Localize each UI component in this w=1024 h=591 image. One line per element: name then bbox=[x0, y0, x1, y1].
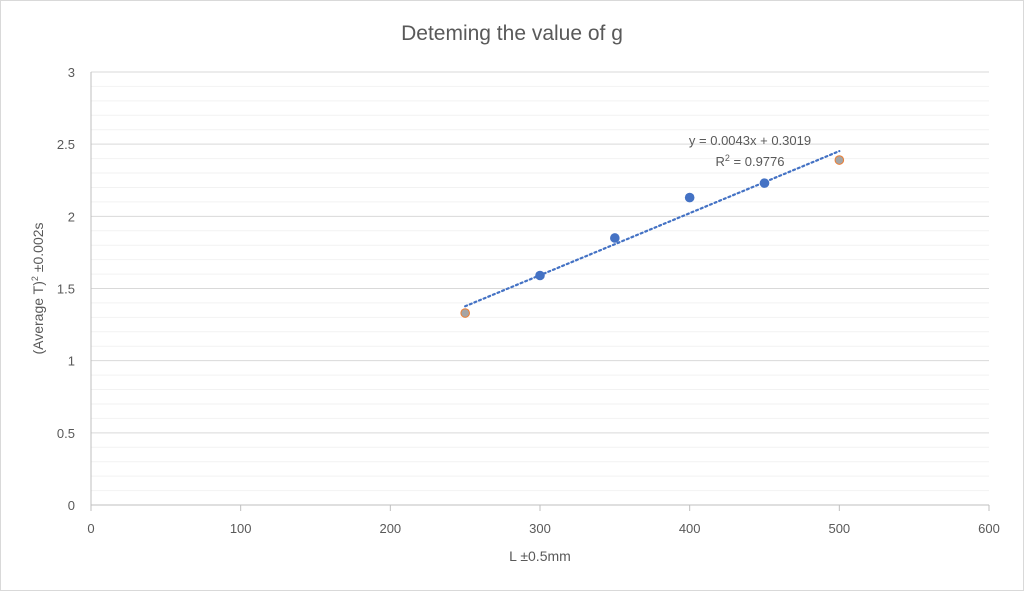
chart-title: Deteming the value of g bbox=[401, 22, 623, 45]
y-axis-title: (Average T)2 ±0.002s bbox=[30, 222, 46, 354]
y-tick-label: 2 bbox=[68, 209, 75, 224]
trendline-equation: y = 0.0043x + 0.3019 bbox=[689, 133, 811, 148]
y-tick-label: 3 bbox=[68, 65, 75, 80]
axes bbox=[90, 72, 990, 511]
y-axis-title-rest: ±0.002s bbox=[30, 222, 46, 276]
y-tick-label: 0.5 bbox=[57, 426, 75, 441]
data-point bbox=[759, 178, 770, 188]
data-points bbox=[460, 155, 845, 318]
x-tick-label: 600 bbox=[978, 521, 1000, 536]
y-axis-title-sup: 2 bbox=[30, 276, 40, 281]
x-tick-label: 0 bbox=[87, 521, 94, 536]
y-tick-label: 1.5 bbox=[57, 282, 75, 297]
x-tick-label: 400 bbox=[679, 521, 701, 536]
r-squared-sup: 2 bbox=[725, 153, 730, 163]
r-squared-value: = 0.9776 bbox=[730, 154, 785, 169]
y-tick-label: 1 bbox=[68, 354, 75, 369]
x-axis-title: L ±0.5mm bbox=[509, 548, 571, 564]
trendline-r-squared: R2 = 0.9776 bbox=[716, 153, 785, 169]
minor-gridlines bbox=[91, 85, 989, 492]
data-point bbox=[610, 233, 620, 243]
y-tick-label: 2.5 bbox=[57, 137, 75, 152]
x-tick-label: 200 bbox=[379, 521, 401, 536]
trendline-group bbox=[464, 150, 841, 308]
x-tick-label: 100 bbox=[230, 521, 252, 536]
data-point bbox=[535, 270, 545, 281]
x-tick-label: 300 bbox=[529, 521, 551, 536]
data-point bbox=[461, 309, 469, 317]
trendline bbox=[464, 150, 841, 308]
r-squared-prefix: R bbox=[716, 154, 725, 169]
x-tick-labels: 0 100 200 300 400 500 600 bbox=[87, 521, 999, 536]
y-tick-label: 0 bbox=[68, 498, 75, 513]
data-point bbox=[835, 156, 844, 164]
y-axis-title-main: (Average T) bbox=[30, 281, 46, 354]
y-tick-labels: 0 0.5 1 1.5 2 2.5 3 bbox=[57, 65, 75, 513]
x-tick-label: 500 bbox=[828, 521, 850, 536]
data-point bbox=[684, 192, 695, 203]
major-gridlines bbox=[91, 71, 989, 434]
